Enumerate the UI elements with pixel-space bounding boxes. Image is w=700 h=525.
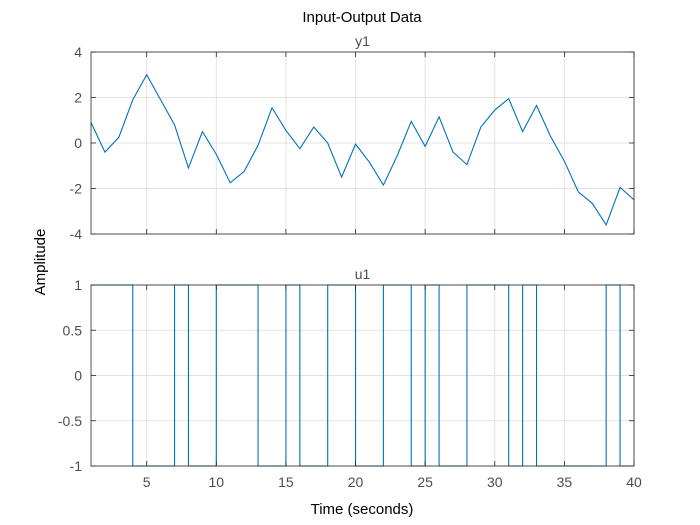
y-tick-label: 0 [74,135,82,151]
y-tick-label: 0 [74,368,82,384]
y-tick-label: -4 [70,226,83,242]
y-tick-label: -2 [70,181,83,197]
figure-title: Input-Output Data [302,9,422,26]
x-tick-label: 30 [487,474,503,490]
y-tick-label: 1 [74,277,82,293]
panel-title-y1: y1 [355,33,370,49]
x-tick-label: 10 [209,474,225,490]
y-tick-label: 2 [74,90,82,106]
x-axis-label: Time (seconds) [311,501,414,518]
x-tick-label: 35 [557,474,573,490]
x-tick-label: 20 [348,474,364,490]
panel-title-u1: u1 [355,266,371,282]
y-tick-label: -0.5 [58,413,82,429]
y-axis-label: Amplitude [32,229,49,296]
y-tick-label: 4 [74,44,82,60]
x-tick-label: 5 [143,474,151,490]
x-tick-label: 15 [278,474,294,490]
y-tick-label: 0.5 [63,322,83,338]
series-line-y1 [90,73,635,227]
x-tick-label: 40 [626,474,642,490]
y-tick-label: -1 [70,458,83,474]
x-tick-label: 25 [417,474,433,490]
